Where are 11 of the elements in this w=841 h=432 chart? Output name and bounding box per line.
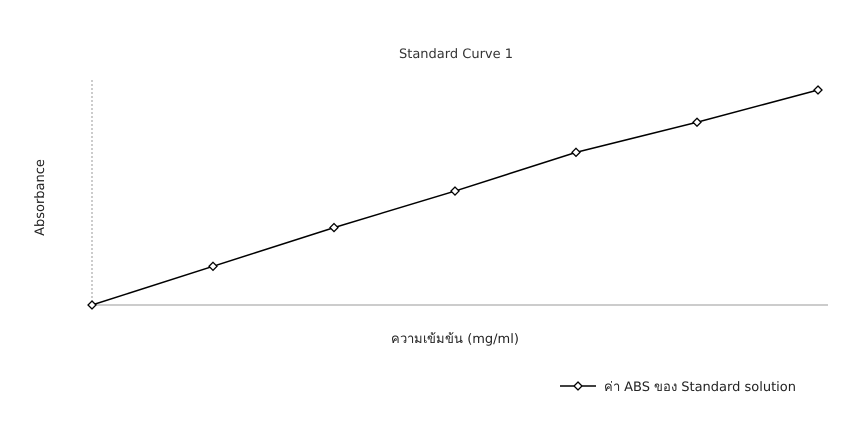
point [329,222,339,232]
point [571,148,581,157]
x-axis-title: ความเข้มข้น (mg/ml) [391,332,519,347]
point [692,118,702,127]
point [208,262,218,271]
point [87,300,97,310]
legend-label: ค่า ABS ของ Standard solution [604,380,796,395]
chart-title: Standard Curve 1 [398,47,514,62]
y-axis-title: Absorbance [33,159,48,236]
point [813,85,823,95]
point [450,186,460,196]
